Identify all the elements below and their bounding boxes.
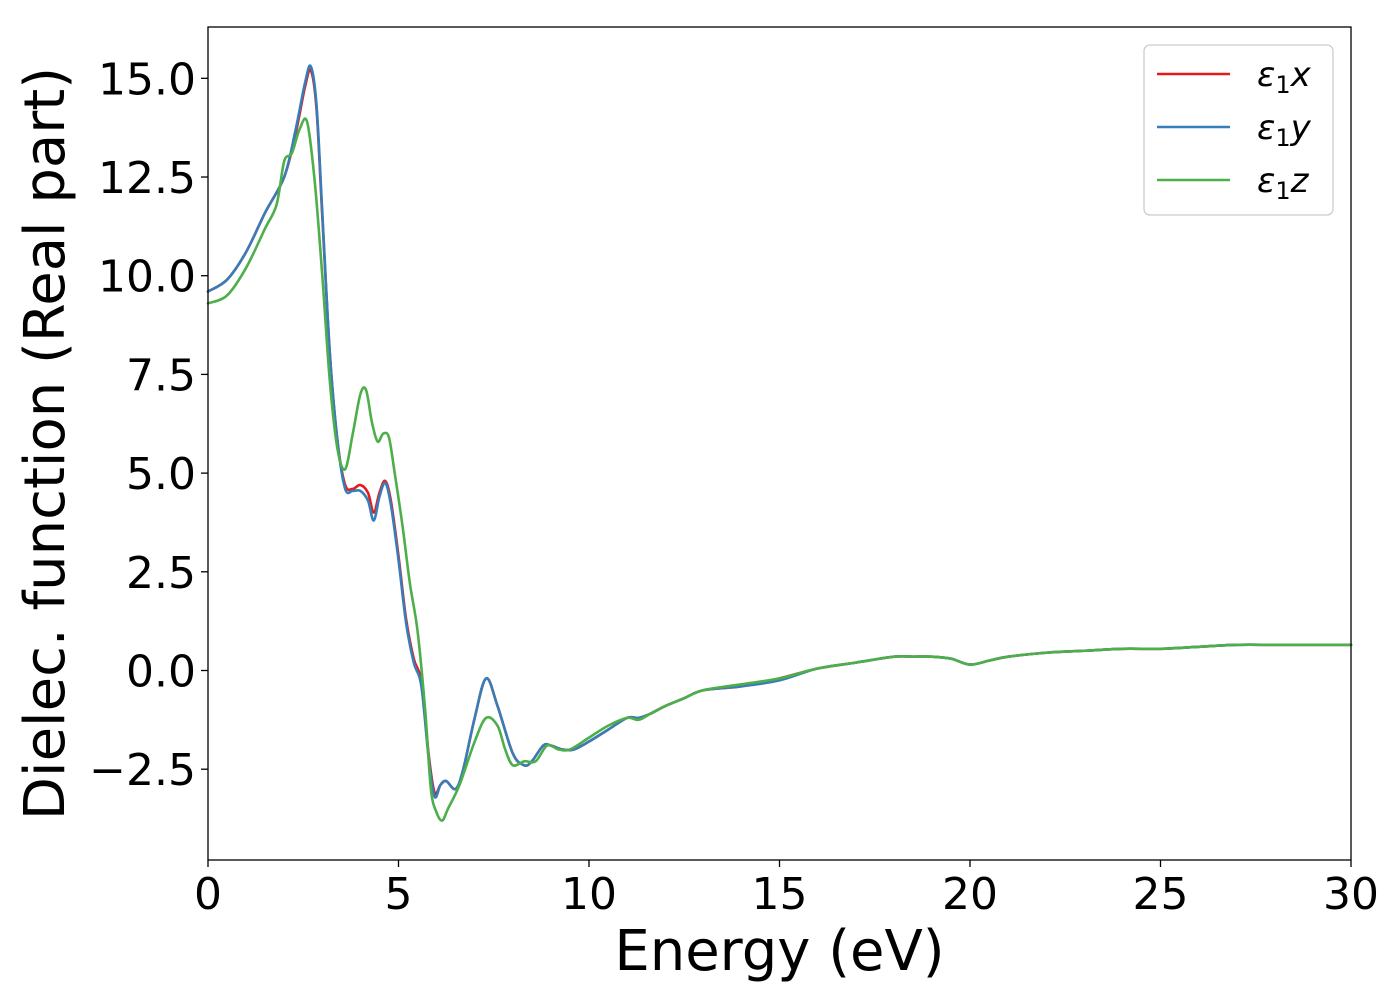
x-tick-label: 30 [1323, 869, 1379, 920]
legend-subscript: 1 [1275, 124, 1290, 152]
y-tick-label: 5.0 [126, 449, 196, 500]
legend-subscript: 1 [1275, 71, 1290, 99]
legend-symbol: ε [1257, 161, 1275, 201]
x-axis-ticks: 0 5 10 15 20 25 30 [194, 860, 1379, 920]
legend-label-y: ε1y [1257, 108, 1312, 152]
y-tick-label: 12.5 [98, 153, 196, 204]
x-tick-label: 10 [561, 869, 617, 920]
legend-component: x [1290, 55, 1312, 95]
y-tick-label: 0.0 [126, 647, 196, 698]
legend-component: y [1290, 108, 1312, 148]
y-tick-label: 10.0 [98, 252, 196, 303]
x-axis-title: Energy (eV) [614, 919, 944, 984]
y-tick-label: −2.5 [89, 745, 196, 796]
y-tick-label: 7.5 [126, 350, 196, 401]
legend-label-z: ε1z [1257, 161, 1310, 205]
y-tick-label: 15.0 [98, 54, 196, 105]
series-layer [206, 64, 1353, 822]
legend-symbol: ε [1257, 55, 1275, 95]
legend-box [1143, 44, 1334, 216]
y-axis-title: Dielec. function (Real part) [13, 67, 78, 820]
x-tick-label: 25 [1133, 869, 1189, 920]
legend-symbol: ε [1257, 108, 1275, 148]
x-tick-label: 15 [752, 869, 808, 920]
x-tick-label: 0 [194, 869, 222, 920]
legend-label-x: ε1x [1257, 55, 1312, 99]
y-axis-ticks: −2.5 0.0 2.5 5.0 7.5 10.0 12.5 15.0 [89, 54, 208, 796]
legend-subscript: 1 [1275, 177, 1290, 205]
legend-component: z [1290, 161, 1310, 201]
y-tick-label: 2.5 [126, 548, 196, 599]
x-tick-label: 20 [942, 869, 998, 920]
x-tick-label: 5 [385, 869, 413, 920]
series-line-z [206, 117, 1353, 822]
